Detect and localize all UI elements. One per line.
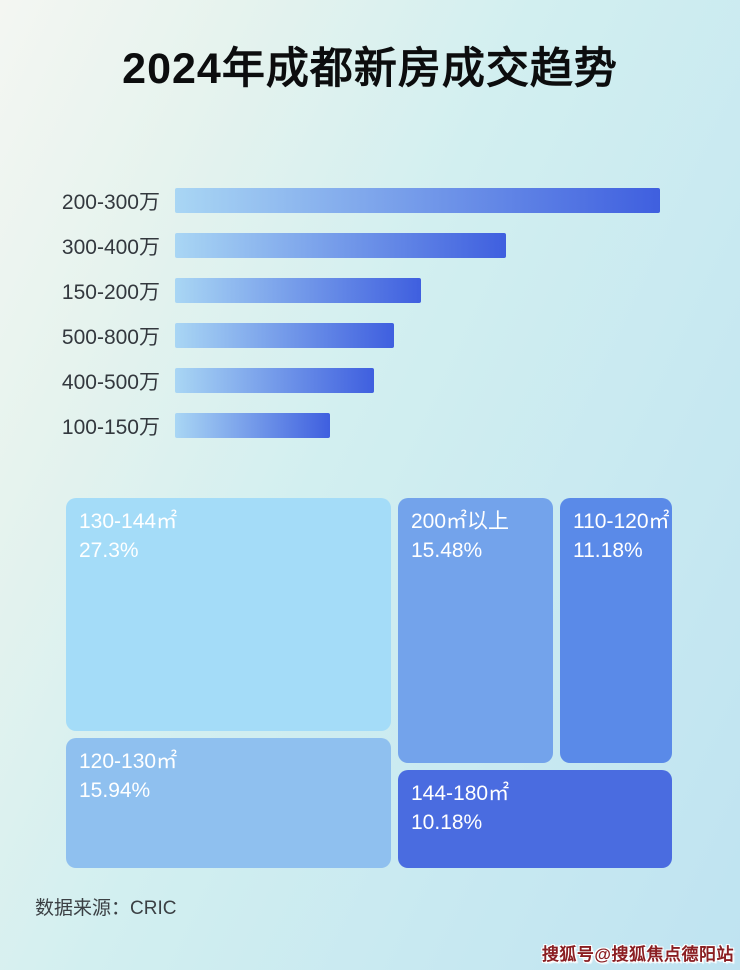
bar-track — [175, 323, 660, 348]
bar-row: 200-300万 — [35, 188, 705, 214]
treemap-block-144-180: 144-180㎡ 10.18% — [398, 770, 672, 868]
treemap-block-label: 144-180㎡ — [411, 782, 510, 805]
bar-category-label: 150-200万 — [61, 280, 160, 304]
treemap-block-130-144: 130-144㎡ 27.3% — [66, 498, 391, 731]
bar — [175, 323, 395, 348]
treemap-block-110-120: 110-120㎡ 11.18% — [560, 498, 672, 763]
bar-row: 500-800万 — [35, 323, 705, 349]
bar-category-label: 300-400万 — [61, 235, 160, 259]
bar — [175, 413, 331, 438]
treemap-block-120-130: 120-130㎡ 15.94% — [66, 738, 391, 868]
bar-track — [175, 233, 660, 258]
treemap-block-percent: 15.48% — [411, 539, 483, 563]
treemap-block-percent: 10.18% — [411, 811, 483, 835]
bar-row: 150-200万 — [35, 278, 705, 304]
bar-track — [175, 188, 660, 213]
treemap-block-label: 130-144㎡ — [79, 510, 178, 533]
bar — [175, 188, 660, 213]
treemap-block-200-plus: 200㎡以上 15.48% — [398, 498, 553, 763]
bar-row: 400-500万 — [35, 368, 705, 394]
bar-category-label: 200-300万 — [61, 190, 160, 214]
bar-chart: 200-300万 300-400万 150-200万 500-800万 400-… — [35, 188, 705, 458]
watermark: 搜狐号@搜狐焦点德阳站 — [541, 945, 734, 964]
bar-track — [175, 278, 660, 303]
bar — [175, 368, 374, 393]
bar-track — [175, 413, 660, 438]
treemap-block-label: 120-130㎡ — [79, 750, 178, 773]
treemap-chart: 130-144㎡ 27.3% 120-130㎡ 15.94% 200㎡以上 15… — [66, 498, 672, 868]
treemap-block-percent: 15.94% — [79, 779, 151, 803]
bar-category-label: 100-150万 — [61, 415, 160, 439]
data-source-label: 数据来源：CRIC — [35, 898, 177, 919]
treemap-block-label: 110-120㎡ — [573, 510, 670, 533]
bar-category-label: 500-800万 — [61, 325, 160, 349]
bar-row: 100-150万 — [35, 413, 705, 439]
treemap-block-label: 200㎡以上 — [411, 510, 510, 533]
bar-category-label: 400-500万 — [61, 370, 160, 394]
bar-track — [175, 368, 660, 393]
treemap-block-percent: 11.18% — [573, 539, 643, 563]
treemap-block-percent: 27.3% — [79, 539, 139, 563]
bar-row: 300-400万 — [35, 233, 705, 259]
bar — [175, 233, 506, 258]
page-title: 2024年成都新房成交趋势 — [122, 45, 618, 93]
bar — [175, 278, 421, 303]
